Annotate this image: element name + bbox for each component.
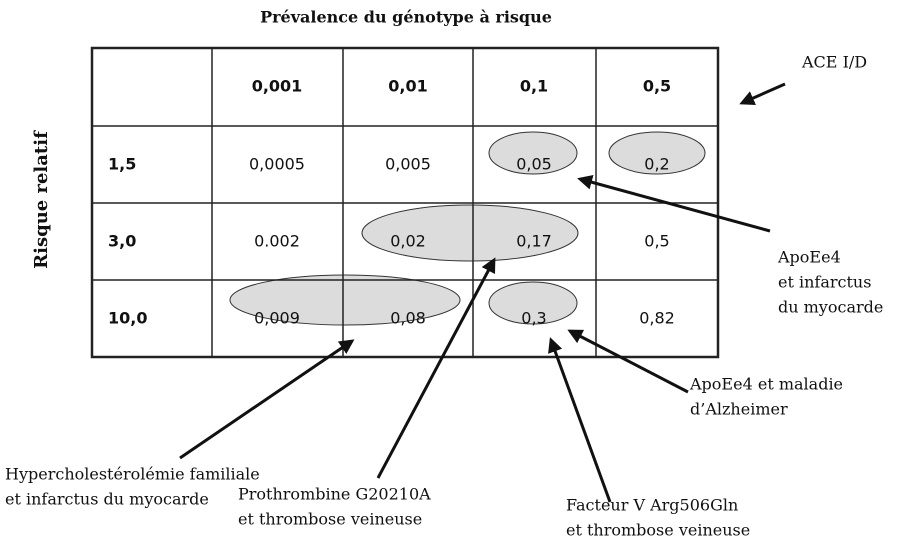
annotation: et thrombose veineuse <box>238 510 422 529</box>
annotation: ApoEe4 et maladie <box>689 375 843 394</box>
annotation: et thrombose veineuse <box>566 521 750 540</box>
highlight <box>361 204 579 262</box>
arrows <box>179 82 786 503</box>
column-header: 0,1 <box>520 77 548 96</box>
annotation: ApoEe4 <box>777 248 841 267</box>
annotation: ACE I/D <box>801 53 867 72</box>
cell: 0,005 <box>385 155 431 174</box>
annotation: Hypercholestérolémie familiale <box>5 465 260 484</box>
cell: 0,08 <box>390 309 426 328</box>
annotation: et infarctus <box>778 273 871 292</box>
y-label: Risque relatif <box>31 130 52 269</box>
highlights <box>229 131 706 326</box>
cell: 0,02 <box>390 232 426 251</box>
annotation: Prothrombine G20210A <box>238 485 431 504</box>
arrow <box>376 257 496 479</box>
annotation: Facteur V Arg506Gln <box>566 496 738 515</box>
annotation: d’Alzheimer <box>690 400 788 419</box>
cell: 0,2 <box>644 155 669 174</box>
highlight <box>488 131 578 175</box>
cell: 0,17 <box>516 232 552 251</box>
cell: 0,5 <box>644 232 669 251</box>
highlight <box>608 131 706 175</box>
annotation: du myocarde <box>778 298 883 317</box>
arrow <box>577 174 771 233</box>
cell: 0.002 <box>254 232 300 251</box>
table-grid <box>90 46 720 359</box>
column-header: 0,5 <box>643 77 671 96</box>
cell: 0,05 <box>516 155 552 174</box>
cell: 0,009 <box>254 309 300 328</box>
row-header: 1,5 <box>108 155 136 174</box>
column-header: 0,01 <box>388 77 427 96</box>
arrow <box>739 82 786 106</box>
arrow <box>548 337 612 503</box>
row-header: 10,0 <box>108 309 147 328</box>
arrow <box>179 339 355 460</box>
row-header: 3,0 <box>108 232 136 251</box>
highlight <box>488 281 578 325</box>
highlight <box>229 274 461 326</box>
title: Prévalence du génotype à risque <box>260 8 552 27</box>
cell: 0,3 <box>521 309 546 328</box>
annotation: et infarctus du myocarde <box>5 490 209 509</box>
arrow <box>567 329 689 394</box>
cell: 0,82 <box>639 309 675 328</box>
cell: 0,0005 <box>249 155 305 174</box>
column-header: 0,001 <box>252 77 303 96</box>
